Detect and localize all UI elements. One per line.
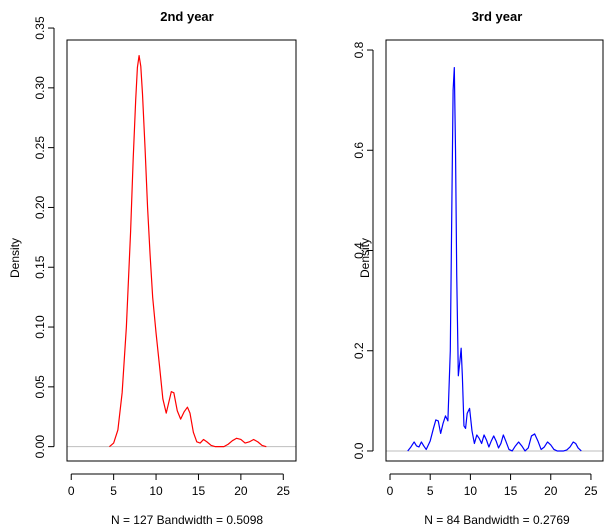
x-tick-label: 25: [584, 484, 598, 498]
x-tick-label: 20: [234, 484, 248, 498]
y-tick-label: 0.0: [352, 442, 366, 459]
density-curve: [109, 54, 267, 448]
y-axis-label: Density: [8, 238, 22, 278]
x-tick-label: 5: [110, 484, 117, 498]
y-tick-label: 0.30: [33, 76, 47, 100]
x-tick-label: 20: [544, 484, 558, 498]
chart-title: 3rd year: [472, 9, 523, 24]
plot-frame: [66, 39, 297, 462]
x-tick-label: 15: [192, 484, 206, 498]
density-curve: [407, 66, 582, 452]
y-tick-label: 0.6: [352, 142, 366, 159]
y-tick-label: 0.35: [33, 16, 47, 40]
y-tick-label: 0.2: [352, 342, 366, 359]
x-axis-label: N = 84 Bandwidth = 0.2769: [424, 513, 570, 527]
y-tick-label: 0.8: [352, 41, 366, 58]
x-tick-label: 0: [68, 484, 75, 498]
x-tick-label: 5: [427, 484, 434, 498]
y-tick-label: 0.20: [33, 195, 47, 219]
chart-title: 2nd year: [160, 9, 213, 24]
panel-3rd-year: 3rd year Density N = 84 Bandwidth = 0.27…: [352, 9, 604, 527]
x-tick-label: 25: [277, 484, 291, 498]
plot-frame: [385, 39, 604, 462]
x-tick-label: 15: [504, 484, 518, 498]
y-axis-label: Density: [358, 238, 372, 278]
y-tick-label: 0.10: [33, 315, 47, 339]
y-tick-label: 0.25: [33, 136, 47, 160]
x-tick-label: 10: [149, 484, 163, 498]
y-tick-label: 0.4: [352, 242, 366, 259]
x-axis-label: N = 127 Bandwidth = 0.5098: [111, 513, 263, 527]
y-tick-label: 0.00: [33, 435, 47, 459]
y-tick-label: 0.15: [33, 255, 47, 279]
panel-2nd-year: 2nd year Density N = 127 Bandwidth = 0.5…: [8, 9, 297, 527]
x-tick-label: 10: [464, 484, 478, 498]
x-tick-label: 0: [387, 484, 394, 498]
y-tick-label: 0.05: [33, 375, 47, 399]
